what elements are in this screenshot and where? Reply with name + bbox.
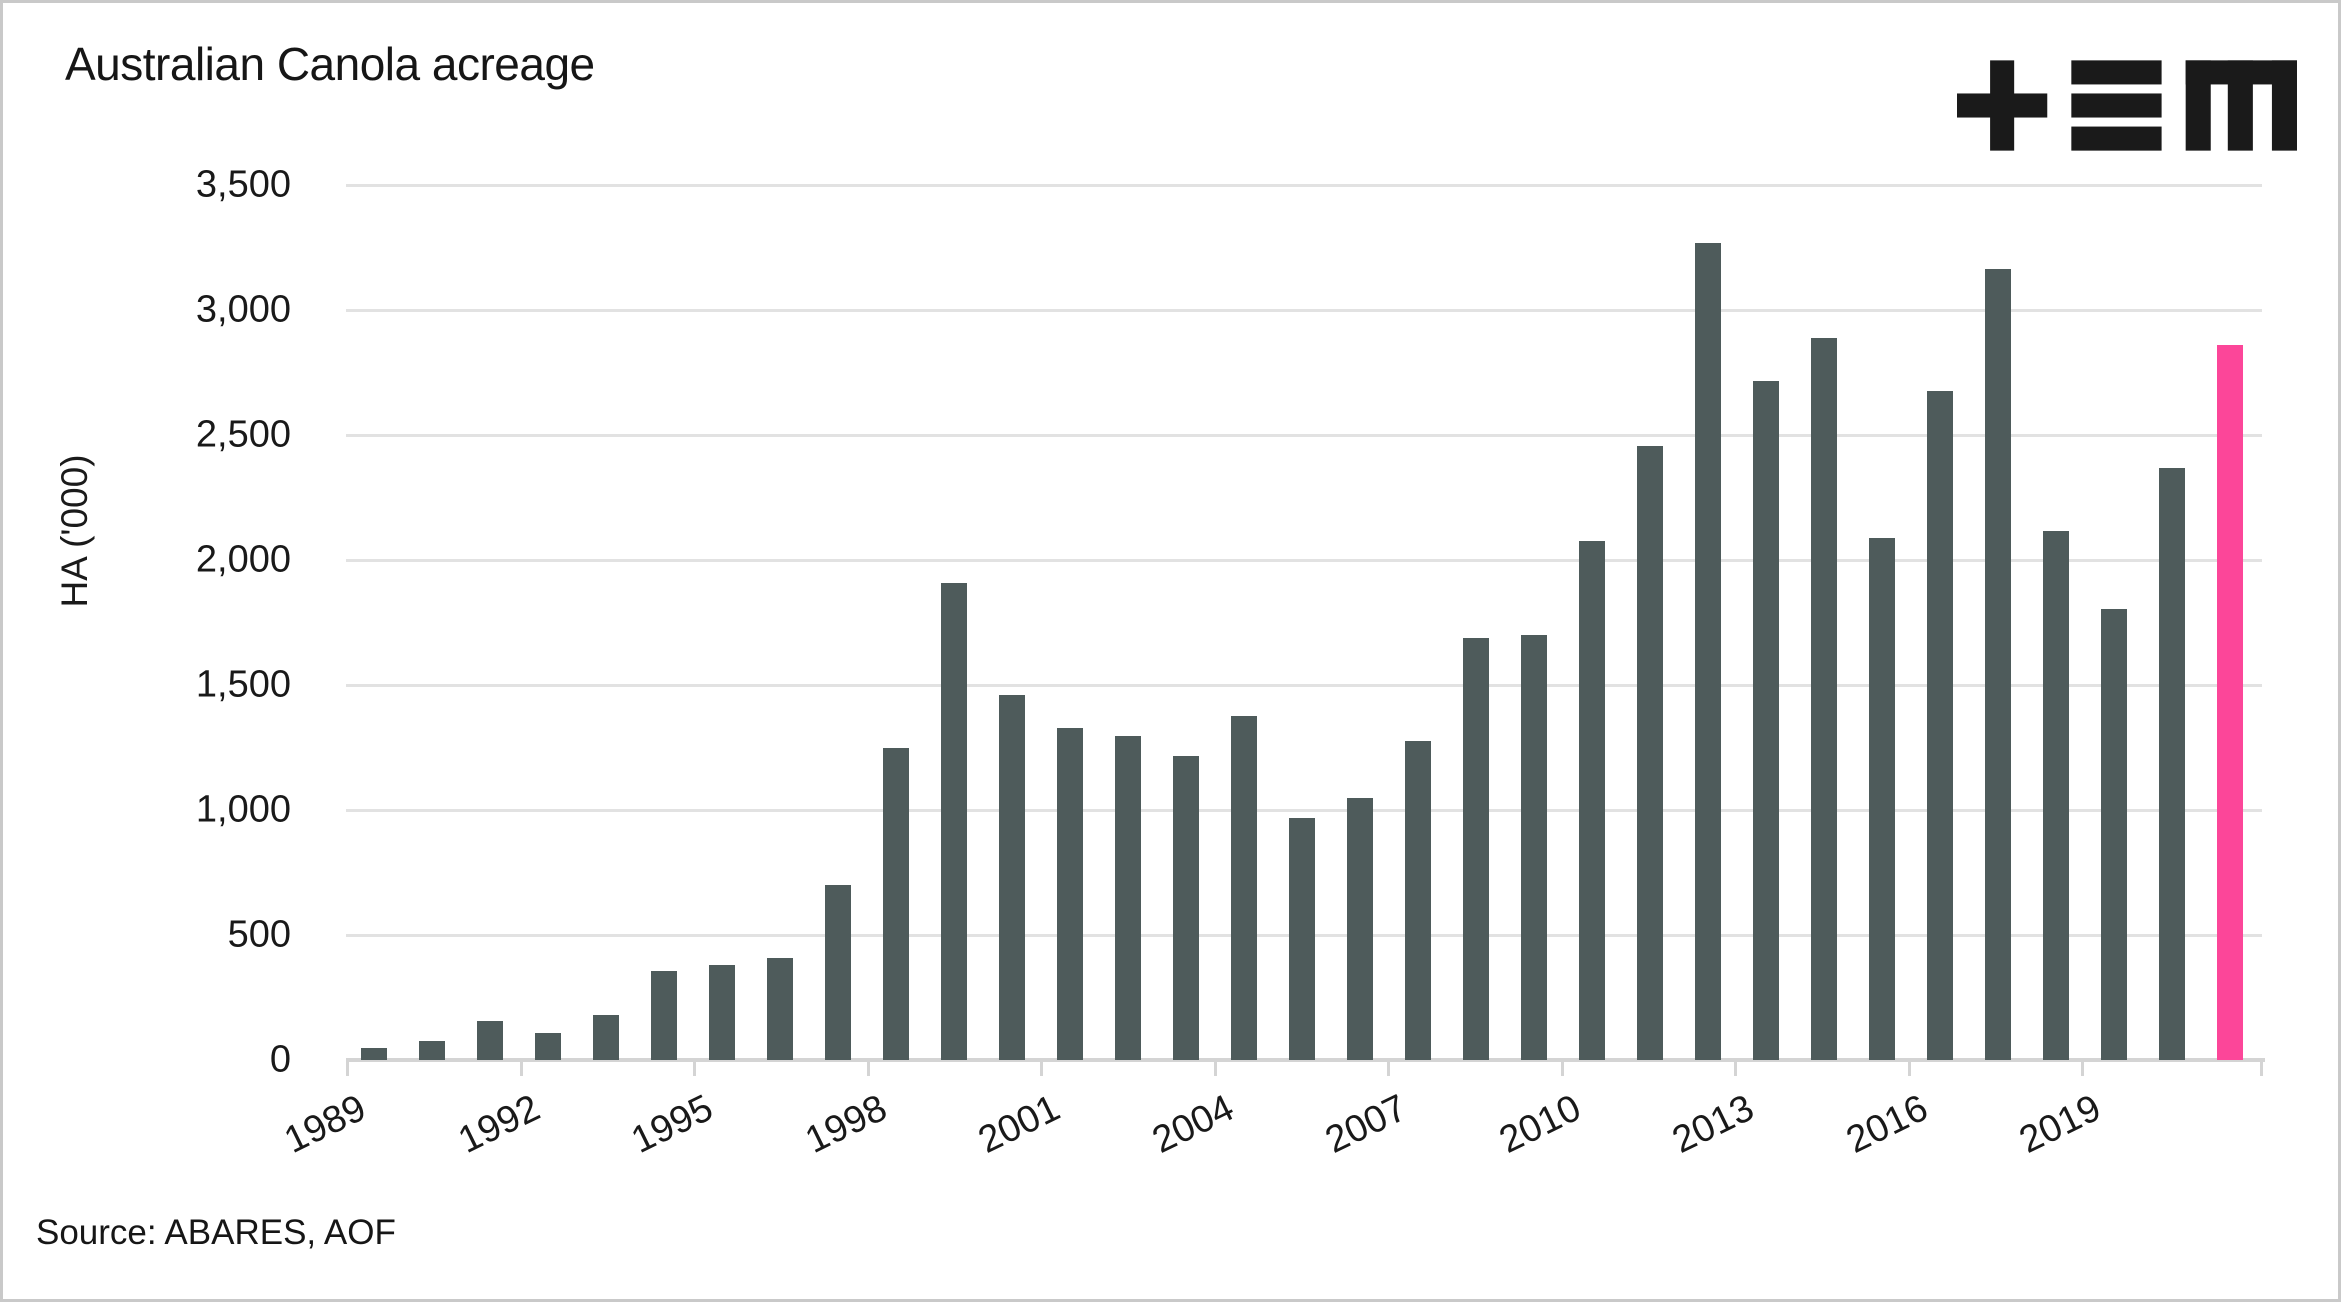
bar <box>535 1032 561 1060</box>
tem-logo-icon <box>1957 60 2297 151</box>
bar <box>593 1015 619 1060</box>
x-tick-label: 1992 <box>451 1087 546 1162</box>
bar <box>941 582 967 1060</box>
bar <box>1521 635 1547 1060</box>
x-axis-tick <box>519 1061 523 1076</box>
bar <box>2159 467 2185 1060</box>
bar <box>1985 268 2011 1060</box>
x-axis-tick <box>1907 1061 1911 1076</box>
x-tick-label: 1989 <box>278 1087 373 1162</box>
bar <box>1811 337 1837 1060</box>
x-tick-label: 1998 <box>798 1087 893 1162</box>
x-axis-tick <box>1040 1061 1043 1076</box>
x-axis-tick <box>866 1061 870 1076</box>
bar <box>2043 531 2069 1060</box>
x-tick-label: 2010 <box>1492 1087 1587 1162</box>
x-axis-tick <box>1213 1061 1217 1076</box>
y-tick-label: 2,500 <box>195 413 291 456</box>
bar-highlighted <box>2217 345 2243 1060</box>
gridline <box>346 308 2262 312</box>
bar <box>1115 736 1141 1060</box>
x-axis-tick <box>2081 1061 2084 1076</box>
y-tick-label: 0 <box>269 1038 291 1081</box>
gridline <box>346 683 2262 687</box>
bar <box>1753 381 1779 1060</box>
x-tick-label: 2013 <box>1666 1087 1761 1162</box>
bar <box>361 1047 387 1060</box>
bar <box>1579 541 1605 1060</box>
gridline <box>346 433 2262 437</box>
bar <box>1695 242 1721 1060</box>
y-tick-label: 3,500 <box>195 163 291 206</box>
bar <box>1637 446 1663 1060</box>
y-tick-label: 500 <box>227 913 291 956</box>
bar <box>1173 756 1199 1060</box>
bar <box>1869 537 1895 1060</box>
chart-title: Australian Canola acreage <box>65 38 595 90</box>
x-tick-label: 2004 <box>1145 1087 1240 1162</box>
y-tick-label: 1,500 <box>195 663 291 706</box>
x-tick-label: 2007 <box>1319 1087 1414 1162</box>
bar <box>2101 608 2127 1060</box>
bar <box>651 971 677 1060</box>
bar <box>1405 741 1431 1060</box>
gridline <box>346 808 2262 812</box>
x-axis-tick <box>1734 1061 1737 1076</box>
bar <box>1057 727 1083 1060</box>
gridline <box>346 558 2262 562</box>
bar <box>1289 817 1315 1060</box>
bar <box>1927 391 1953 1060</box>
plus-glyph <box>1957 60 2048 151</box>
y-axis-label: HA ('000) <box>54 454 95 608</box>
x-axis-end-tick <box>2260 1061 2263 1076</box>
x-axis-line <box>346 1058 2265 1062</box>
bar <box>999 695 1025 1060</box>
bar <box>767 957 793 1060</box>
bar <box>883 747 909 1060</box>
y-tick-label: 3,000 <box>195 288 291 331</box>
x-tick-label: 2016 <box>1839 1087 1934 1162</box>
m-glyph <box>2185 60 2297 151</box>
x-tick-label: 2019 <box>2013 1087 2108 1162</box>
x-axis-tick <box>1560 1061 1564 1076</box>
x-axis-tick <box>693 1061 696 1076</box>
x-tick-label: 1995 <box>625 1087 720 1162</box>
y-tick-label: 2,000 <box>195 538 291 581</box>
gridline <box>346 183 2262 187</box>
x-axis-tick <box>346 1061 349 1076</box>
source-note: Source: ABARES, AOF <box>36 1213 396 1252</box>
bar <box>825 885 851 1060</box>
x-axis-tick <box>1387 1061 1390 1076</box>
x-tick-label: 2001 <box>972 1087 1067 1162</box>
bar <box>477 1021 503 1060</box>
triple-bar-glyph <box>2071 60 2162 151</box>
bar <box>1231 716 1257 1060</box>
bar <box>1463 637 1489 1060</box>
bar <box>419 1041 445 1060</box>
y-tick-label: 1,000 <box>195 788 291 831</box>
bar <box>709 965 735 1060</box>
bar <box>1347 797 1373 1060</box>
